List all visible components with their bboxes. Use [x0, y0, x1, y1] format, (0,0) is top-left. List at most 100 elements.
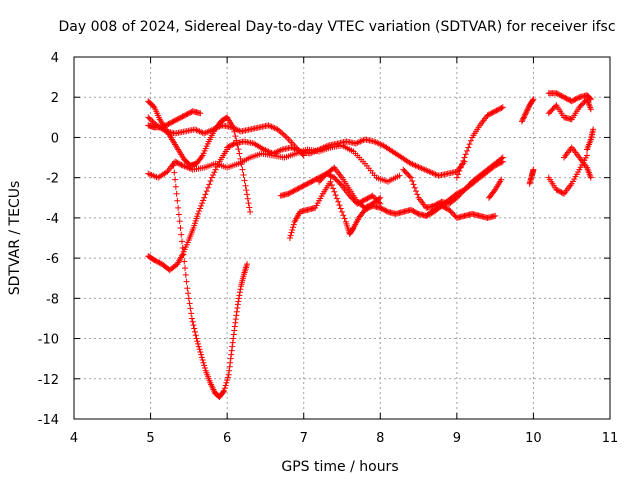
data-point [294, 186, 301, 193]
data-series-20 [561, 144, 594, 181]
data-point [497, 105, 504, 112]
data-point [201, 362, 208, 369]
data-point [227, 142, 234, 149]
data-point [188, 310, 195, 317]
data-point [458, 188, 465, 195]
data-point [229, 339, 236, 346]
data-point [165, 121, 172, 128]
data-point [200, 197, 207, 204]
data-point [288, 229, 295, 236]
data-point [194, 338, 201, 345]
data-point [224, 377, 231, 384]
data-point [285, 190, 292, 197]
data-point [286, 190, 293, 197]
data-point [590, 126, 597, 133]
data-point [490, 108, 497, 115]
data-point [237, 286, 244, 293]
y-tick-label: -4 [46, 212, 59, 227]
data-point [335, 178, 342, 185]
data-series-16 [526, 166, 537, 187]
data-point [411, 184, 418, 191]
data-point [172, 158, 179, 165]
data-point [525, 104, 532, 111]
data-point [577, 102, 584, 109]
data-point [174, 197, 181, 204]
data-point [557, 188, 564, 195]
data-point [173, 190, 180, 197]
data-point [240, 171, 247, 178]
data-point [149, 118, 156, 125]
data-points [145, 90, 597, 400]
data-point [310, 177, 317, 184]
data-point [404, 170, 411, 177]
data-point [554, 187, 561, 194]
data-point [211, 169, 218, 176]
data-point [187, 109, 194, 116]
data-point [495, 160, 502, 167]
data-point [499, 158, 506, 165]
data-point [175, 115, 182, 122]
data-point [488, 110, 495, 117]
data-point [319, 174, 326, 181]
data-point [193, 335, 200, 342]
y-tick-label: -14 [38, 413, 59, 428]
data-point [332, 176, 339, 183]
data-series-17 [545, 90, 594, 105]
data-point [171, 169, 178, 176]
data-point [226, 367, 233, 374]
data-point [382, 207, 389, 214]
data-point [181, 258, 188, 265]
data-point [189, 318, 196, 325]
data-point [434, 200, 441, 207]
data-point [321, 173, 328, 180]
data-point [333, 177, 340, 184]
data-point [333, 195, 340, 202]
data-point [176, 218, 183, 225]
data-point [462, 151, 469, 158]
data-point [307, 179, 314, 186]
data-point [330, 165, 337, 172]
data-point [239, 166, 246, 173]
y-tick-label: 4 [51, 51, 59, 66]
y-axis-label: SDTVAR / TECUs [7, 181, 23, 296]
data-point [230, 331, 237, 338]
data-point [308, 178, 315, 185]
data-point [191, 325, 198, 332]
x-tick-label: 7 [300, 431, 308, 446]
data-point [575, 94, 582, 101]
data-point [175, 211, 182, 218]
data-point [569, 97, 576, 104]
data-point [365, 202, 372, 209]
data-point [492, 162, 499, 169]
data-point [225, 371, 232, 378]
data-point [498, 159, 505, 166]
data-point [360, 197, 367, 204]
data-point [401, 167, 408, 174]
data-point [182, 265, 189, 272]
data-point [223, 379, 230, 386]
data-series-14 [486, 176, 505, 201]
data-point [196, 346, 203, 353]
data-point [555, 91, 562, 98]
data-point [220, 388, 227, 395]
data-point [410, 181, 417, 188]
data-point [199, 200, 206, 207]
data-point [201, 365, 208, 372]
data-point [224, 144, 231, 151]
data-point [365, 194, 372, 201]
data-point [170, 162, 177, 169]
data-point [317, 177, 324, 184]
data-point [173, 117, 180, 124]
data-point [361, 204, 368, 211]
data-point [555, 188, 562, 195]
data-point [331, 188, 338, 195]
data-point [530, 96, 537, 103]
data-point [456, 167, 463, 174]
data-point [229, 343, 236, 350]
data-point [564, 96, 571, 103]
data-point [573, 95, 580, 102]
data-point [498, 176, 505, 183]
x-tick-label: 9 [453, 431, 461, 446]
data-point [581, 98, 588, 105]
data-point [187, 305, 194, 312]
